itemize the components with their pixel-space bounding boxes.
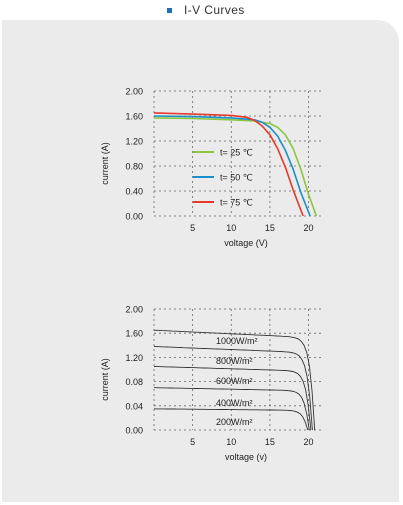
x-tick-label: 20 [304, 437, 314, 447]
chart-2: 0.00 0.04 0.08 1.20 1.60 2.00 5 10 15 20 voltage (… [100, 305, 324, 462]
x-tick-label: 10 [226, 223, 236, 233]
x-tick-label: 20 [304, 223, 314, 233]
curve-label: 400W/m² [216, 398, 253, 408]
square-bullet-icon [167, 7, 172, 13]
series-line-4 [153, 387, 310, 431]
y-tick-label: 2.00 [125, 305, 143, 315]
y-tick-label: 0.80 [125, 162, 143, 172]
curve-label: 800W/m² [216, 356, 253, 366]
series-line-2 [153, 115, 311, 217]
y-tick-label: 0.08 [125, 377, 143, 387]
legend-label: t= 25 ℃ [220, 148, 253, 158]
curve-label: 200W/m² [216, 417, 253, 427]
series-line-5 [153, 408, 309, 431]
x-tick-label: 15 [265, 437, 275, 447]
x-axis-label: voltage (V) [224, 238, 268, 248]
y-tick-label: 1.20 [125, 353, 143, 363]
y-tick-label: 0.04 [125, 401, 143, 411]
x-tick-label: 15 [265, 223, 275, 233]
legend-label: t= 75 ℃ [220, 198, 253, 208]
x-tick-label: 5 [190, 223, 195, 233]
legend-label: t= 50 ℃ [220, 173, 253, 183]
y-tick-label: 2.00 [125, 87, 143, 97]
x-tick-label: 5 [190, 437, 195, 447]
iv-charts: 0.00 0.40 0.80 1.20 1.60 2.00 5 10 15 20 voltage (… [100, 87, 324, 462]
chart-panel [2, 20, 399, 502]
series-line-3 [153, 112, 304, 217]
series-line-3 [153, 366, 312, 431]
y-axis-label: current (A) [100, 358, 110, 401]
y-tick-label: 0.40 [125, 187, 143, 197]
y-tick-label: 1.60 [125, 112, 143, 122]
y-tick-label: 0.00 [125, 426, 143, 436]
section-title: I-V Curves [184, 3, 245, 17]
y-tick-label: 1.20 [125, 137, 143, 147]
curve-label: 1000W/m² [216, 336, 258, 346]
y-tick-label: 1.60 [125, 329, 143, 339]
y-tick-label: 0.00 [125, 212, 143, 222]
x-tick-label: 10 [226, 437, 236, 447]
y-axis-label: current (A) [100, 142, 110, 185]
x-axis-label: voltage (v) [225, 452, 267, 462]
series-line-2 [153, 346, 313, 431]
chart-1: 0.00 0.40 0.80 1.20 1.60 2.00 5 10 15 20 voltage (… [100, 87, 324, 248]
series-line-1 [153, 329, 316, 431]
section-heading: I-V Curves [167, 3, 245, 17]
series-line-1 [153, 117, 318, 217]
curve-label: 600W/m² [216, 376, 253, 386]
